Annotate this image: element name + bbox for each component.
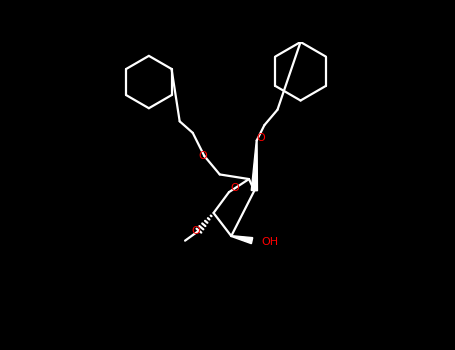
Text: OH: OH bbox=[261, 237, 278, 247]
Polygon shape bbox=[251, 141, 258, 191]
Text: O: O bbox=[256, 133, 265, 143]
Text: O: O bbox=[198, 151, 207, 161]
Polygon shape bbox=[231, 236, 253, 244]
Text: O: O bbox=[231, 183, 239, 193]
Text: O: O bbox=[192, 226, 200, 236]
